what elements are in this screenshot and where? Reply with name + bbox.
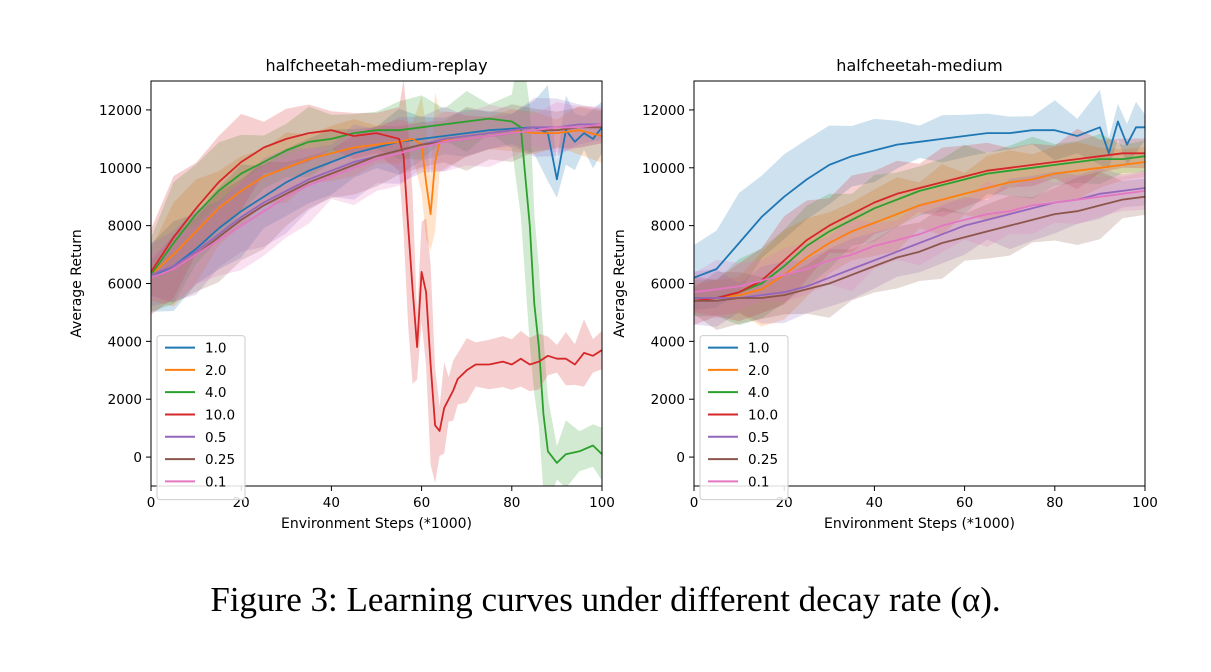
y-tick-label: 8000: [108, 219, 142, 235]
band-4.0: [151, 81, 602, 486]
chart-halfcheetah-medium-replay: 0 20 40 60 80 100020004000600080001000012000h…: [69, 56, 615, 532]
x-tick-label: 80: [1046, 495, 1063, 511]
y-tick-label: 12000: [642, 103, 685, 119]
legend-label-0.1: 0.1: [748, 474, 769, 490]
legend-label-2.0: 2.0: [205, 363, 226, 379]
x-axis-label: Environment Steps (*1000): [824, 516, 1015, 532]
band-1.0: [151, 85, 602, 312]
legend: 1.0 2.0 4.0 10.0 0.5 0.25 0.1: [699, 335, 789, 501]
series-line-10.0: [694, 152, 1145, 302]
y-tick-label: 6000: [651, 277, 685, 293]
series-line-2.0: [694, 161, 1145, 299]
y-tick-label: 0: [133, 450, 142, 466]
band-2.0: [694, 142, 1145, 327]
series-line-10.0: [151, 129, 602, 432]
x-tick-label: 40: [866, 495, 883, 511]
chart-halfcheetah-medium: 0 20 40 60 80 100020004000600080001000012000h…: [612, 56, 1158, 532]
x-tick-label: 60: [956, 495, 973, 511]
legend: 1.0 2.0 4.0 10.0 0.5 0.25 0.1: [156, 335, 246, 501]
series-line-0.25: [694, 195, 1145, 302]
x-tick-label: 0: [690, 495, 699, 511]
band-0.25: [151, 104, 602, 303]
legend-label-1.0: 1.0: [748, 341, 769, 357]
x-tick-label: 40: [323, 495, 340, 511]
x-axis-label: Environment Steps (*1000): [281, 516, 472, 532]
series-line-4.0: [694, 155, 1145, 299]
series-line-0.1: [694, 190, 1145, 294]
plot-area: [151, 81, 602, 486]
x-tick-label: 0: [147, 495, 156, 511]
legend-label-10.0: 10.0: [205, 407, 235, 423]
legend-label-2.0: 2.0: [748, 363, 769, 379]
band-0.1: [151, 102, 602, 302]
legend-label-0.1: 0.1: [205, 474, 226, 490]
band-4.0: [694, 133, 1145, 326]
chart-title: halfcheetah-medium-replay: [265, 56, 487, 75]
legend-label-1.0: 1.0: [205, 341, 226, 357]
legend-label-0.5: 0.5: [205, 430, 226, 446]
legend-label-4.0: 4.0: [205, 385, 226, 401]
band-1.0: [694, 89, 1145, 311]
x-tick-label: 60: [413, 495, 430, 511]
legend-label-0.5: 0.5: [748, 430, 769, 446]
y-tick-label: 10000: [99, 161, 142, 177]
figure-caption: Figure 3: Learning curves under differen…: [210, 580, 1001, 619]
band-10.0: [694, 128, 1145, 325]
y-tick-label: 12000: [99, 103, 142, 119]
y-tick-label: 2000: [108, 392, 142, 408]
y-tick-label: 2000: [651, 392, 685, 408]
x-tick-label: 80: [503, 495, 520, 511]
x-tick-label: 100: [1132, 495, 1158, 511]
band-10.0: [151, 81, 602, 483]
band-0.5: [151, 97, 602, 307]
legend-label-0.25: 0.25: [205, 452, 235, 468]
series-line-1.0: [694, 120, 1145, 279]
y-axis-label: Average Return: [69, 229, 85, 337]
plot-area: [694, 89, 1145, 330]
legend-label-4.0: 4.0: [748, 385, 769, 401]
x-tick-label: 100: [589, 495, 615, 511]
chart-title: halfcheetah-medium: [836, 56, 1002, 75]
y-tick-label: 8000: [651, 219, 685, 235]
y-tick-label: 10000: [642, 161, 685, 177]
y-tick-label: 0: [676, 450, 685, 466]
y-tick-label: 6000: [108, 277, 142, 293]
y-tick-label: 4000: [651, 334, 685, 350]
y-tick-label: 4000: [108, 334, 142, 350]
series-line-4.0: [151, 117, 602, 464]
band-2.0: [151, 92, 602, 307]
legend-label-10.0: 10.0: [748, 407, 778, 423]
series-line-0.1: [151, 123, 602, 279]
series-line-1.0: [151, 126, 602, 279]
legend-label-0.25: 0.25: [748, 452, 778, 468]
y-axis-label: Average Return: [612, 229, 628, 337]
